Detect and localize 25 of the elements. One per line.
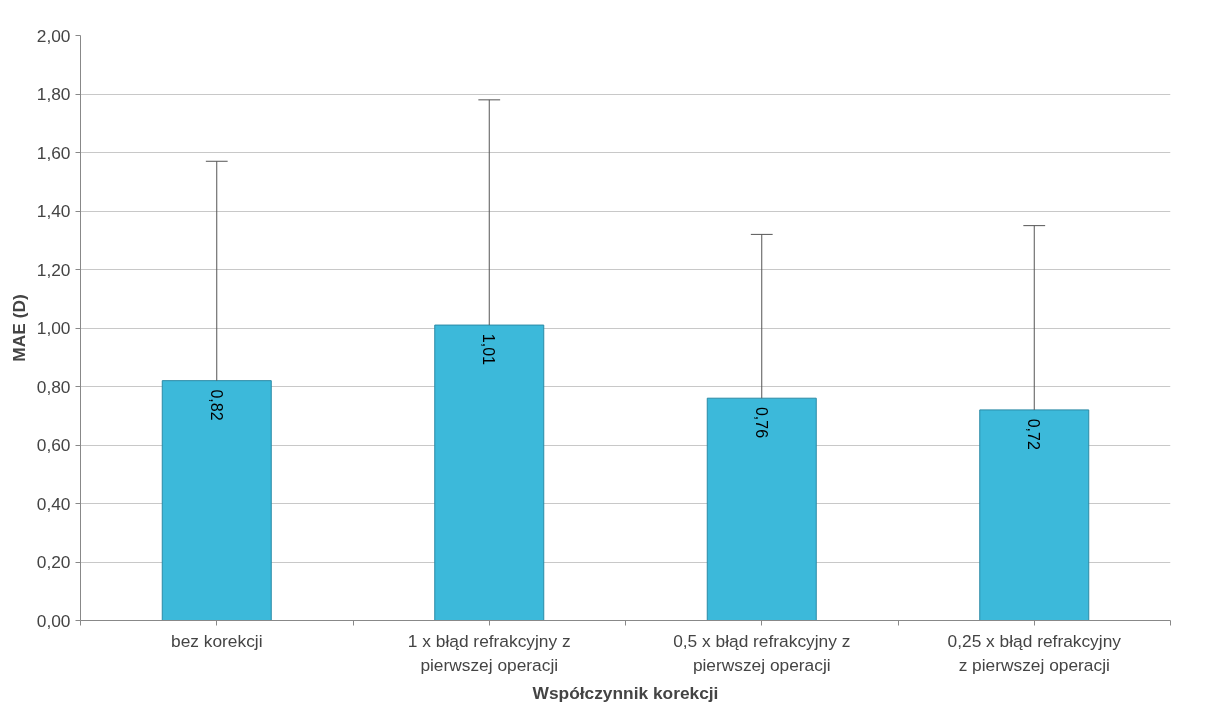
bar <box>434 324 545 621</box>
x-tick-label: 1 x błąd refrakcyjny z pierwszej operacji <box>407 630 571 675</box>
data-label: 1,01 <box>480 333 498 366</box>
x-tick-label: bez korekcji <box>171 630 263 651</box>
x-tick-label: 0,5 x błąd refrakcyjny z pierwszej operacji <box>673 630 851 675</box>
x-axis-title: Współczynnik korekcji <box>532 682 719 703</box>
y-tick-label: 1,60 <box>36 142 71 163</box>
bar <box>706 397 817 621</box>
x-tick-label: 0,25 x błąd refrakcyjny z pierwszej operacji <box>947 630 1122 675</box>
y-axis-title: MAE (D) <box>8 294 29 362</box>
y-tick-label: 0,60 <box>36 435 71 455</box>
data-label: 0,76 <box>752 406 770 439</box>
y-tick-label: 1,80 <box>36 84 71 104</box>
y-tick-label: 1,00 <box>36 318 71 338</box>
y-tick-label: 1,40 <box>36 201 71 221</box>
y-tick-label: 0,80 <box>36 376 71 397</box>
data-label: 0,82 <box>207 389 225 421</box>
y-tick-label: 2,00 <box>36 25 71 46</box>
y-tick-label: 0,20 <box>36 552 71 572</box>
bar <box>161 380 272 621</box>
data-label: 0,72 <box>1025 418 1043 450</box>
y-tick-label: 1,20 <box>36 259 71 280</box>
y-tick-label: 0,00 <box>36 610 71 631</box>
bar <box>979 409 1090 621</box>
y-tick-label: 0,40 <box>36 493 71 514</box>
